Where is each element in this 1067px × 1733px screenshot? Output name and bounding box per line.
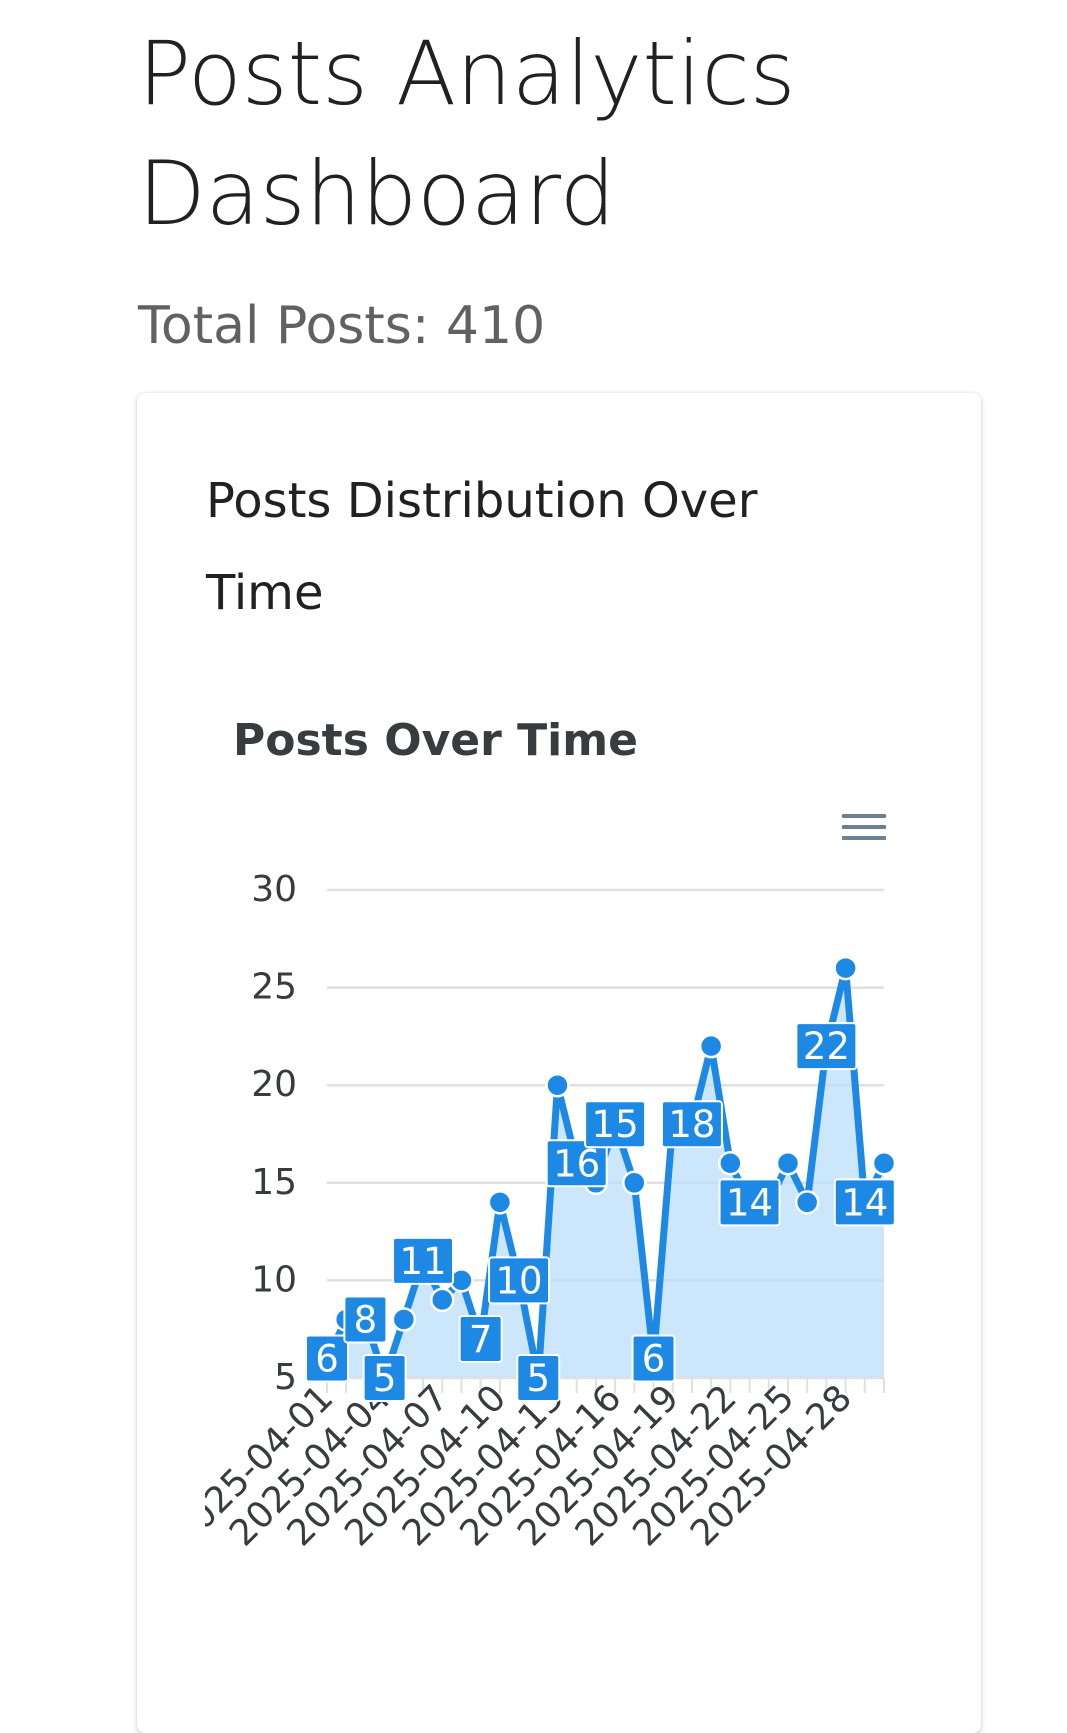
total-posts-label: Total Posts: bbox=[138, 296, 430, 356]
data-label-box bbox=[660, 1100, 723, 1149]
data-point bbox=[871, 1151, 897, 1176]
data-label-box bbox=[343, 1295, 388, 1344]
data-label-box bbox=[488, 1256, 551, 1305]
data-point bbox=[391, 1307, 417, 1332]
y-axis: 5 10 15 20 25 30 bbox=[251, 869, 297, 1398]
data-label-box bbox=[458, 1314, 503, 1363]
data-label-text: 15 bbox=[592, 1103, 639, 1146]
data-label-text: 6 bbox=[642, 1337, 666, 1380]
data-label: 15 bbox=[584, 1100, 647, 1149]
data-label-box bbox=[584, 1100, 647, 1149]
data-label: 6 bbox=[631, 1334, 676, 1383]
data-label: 7 bbox=[458, 1314, 503, 1363]
data-label: 14 bbox=[833, 1178, 896, 1227]
data-label: 5 bbox=[516, 1354, 561, 1402]
data-label: 14 bbox=[718, 1178, 781, 1227]
data-label: 8 bbox=[343, 1295, 388, 1344]
data-point bbox=[718, 1151, 743, 1176]
data-label: 18 bbox=[660, 1100, 723, 1149]
data-label-text: 6 bbox=[315, 1337, 339, 1380]
page-title: Posts Analytics Dashboard bbox=[138, 22, 796, 245]
posts-over-time-chart: Posts Over Time 5 10 15 20 25 30 2025-04-0120… bbox=[205, 715, 897, 1554]
data-label-box bbox=[516, 1354, 561, 1402]
y-tick-label: 5 bbox=[274, 1357, 297, 1398]
data-point bbox=[775, 1151, 801, 1176]
y-tick-label: 15 bbox=[251, 1162, 297, 1203]
data-point bbox=[794, 1190, 820, 1215]
chart-title: Posts Over Time bbox=[233, 715, 638, 766]
data-point bbox=[545, 1072, 570, 1098]
data-point bbox=[487, 1190, 513, 1215]
data-point bbox=[622, 1170, 647, 1196]
data-label-box bbox=[362, 1354, 407, 1402]
total-posts-value: 410 bbox=[445, 296, 546, 356]
total-posts: Total Posts: 410 bbox=[138, 290, 545, 362]
data-label-text: 16 bbox=[553, 1142, 600, 1185]
x-axis: 2025-04-012025-04-042025-04-072025-04-10… bbox=[205, 1377, 885, 1554]
data-label-box bbox=[718, 1178, 781, 1227]
data-label: 11 bbox=[392, 1236, 455, 1285]
y-tick-label: 10 bbox=[251, 1259, 297, 1300]
data-label-text: 10 bbox=[496, 1259, 543, 1302]
data-label: 6 bbox=[305, 1334, 349, 1383]
data-label-text: 14 bbox=[726, 1181, 773, 1224]
data-label-box bbox=[545, 1139, 608, 1188]
y-tick-label: 30 bbox=[251, 869, 297, 910]
data-point bbox=[698, 1033, 724, 1059]
data-label: 22 bbox=[795, 1022, 858, 1071]
data-label-box bbox=[795, 1022, 858, 1071]
data-label: 10 bbox=[488, 1256, 551, 1305]
data-point bbox=[429, 1287, 455, 1313]
data-label-box bbox=[631, 1334, 676, 1383]
data-label-text: 7 bbox=[469, 1318, 493, 1361]
data-label-text: 14 bbox=[841, 1181, 888, 1224]
data-label: 5 bbox=[362, 1354, 407, 1402]
data-label-text: 5 bbox=[527, 1357, 551, 1400]
data-label-text: 8 bbox=[354, 1298, 378, 1341]
data-label-text: 5 bbox=[373, 1357, 397, 1400]
data-label-text: 11 bbox=[399, 1240, 446, 1283]
data-label-box bbox=[305, 1334, 349, 1383]
hamburger-menu-icon[interactable] bbox=[836, 808, 888, 852]
data-label: 16 bbox=[545, 1139, 608, 1188]
data-point bbox=[833, 955, 858, 981]
data-label-box bbox=[833, 1178, 896, 1227]
card-title: Posts Distribution Over Time bbox=[206, 473, 758, 621]
data-label-text: 18 bbox=[668, 1103, 715, 1146]
data-label-text: 22 bbox=[803, 1025, 850, 1068]
y-tick-label: 25 bbox=[251, 967, 297, 1008]
y-tick-label: 20 bbox=[251, 1064, 297, 1105]
data-label-box bbox=[392, 1236, 455, 1285]
